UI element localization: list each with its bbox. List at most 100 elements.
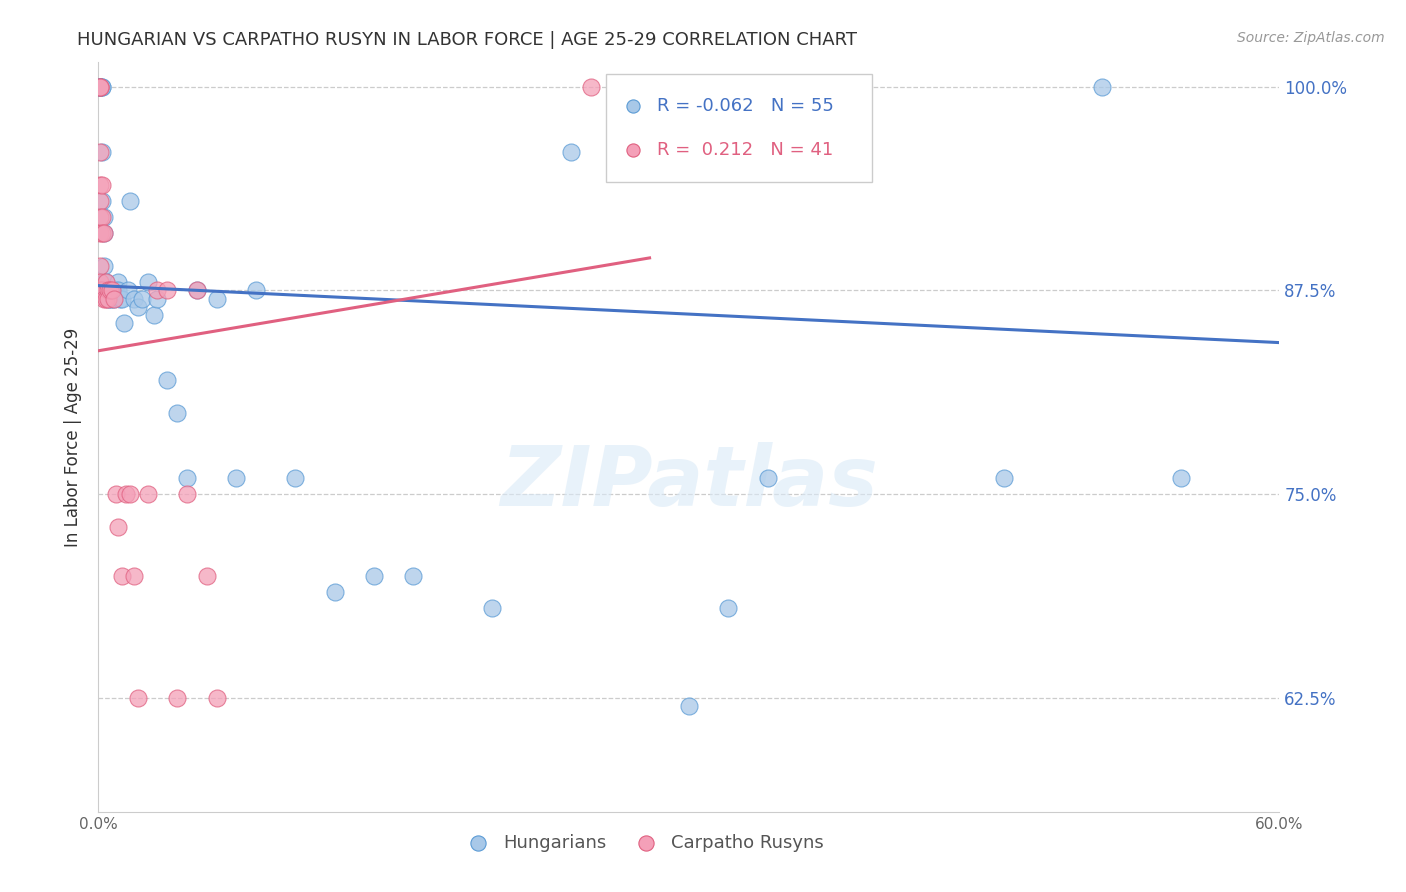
Carpatho Rusyns: [89, 284, 111, 298]
Hungarians: [91, 145, 114, 159]
Hungarians: [98, 284, 121, 298]
Carpatho Rusyns: [195, 568, 218, 582]
Legend: Hungarians, Carpatho Rusyns: Hungarians, Carpatho Rusyns: [453, 827, 831, 859]
Hungarians: [103, 292, 125, 306]
Hungarians: [93, 276, 115, 290]
Text: HUNGARIAN VS CARPATHO RUSYN IN LABOR FORCE | AGE 25-29 CORRELATION CHART: HUNGARIAN VS CARPATHO RUSYN IN LABOR FOR…: [77, 31, 858, 49]
Carpatho Rusyns: [89, 194, 111, 208]
Carpatho Rusyns: [205, 690, 228, 705]
Hungarians: [363, 568, 385, 582]
Carpatho Rusyns: [105, 487, 128, 501]
Carpatho Rusyns: [97, 292, 120, 306]
Hungarians: [205, 292, 228, 306]
Hungarians: [89, 79, 111, 94]
Hungarians: [107, 284, 129, 298]
Hungarians: [97, 292, 120, 306]
Text: ZIPatlas: ZIPatlas: [501, 442, 877, 523]
Carpatho Rusyns: [91, 178, 114, 192]
Y-axis label: In Labor Force | Age 25-29: In Labor Force | Age 25-29: [65, 327, 83, 547]
Hungarians: [89, 79, 111, 94]
Hungarians: [89, 79, 111, 94]
Hungarians: [96, 276, 118, 290]
Hungarians: [108, 292, 131, 306]
Hungarians: [481, 601, 503, 615]
Carpatho Rusyns: [186, 284, 208, 298]
Hungarians: [101, 284, 124, 298]
Hungarians: [560, 145, 582, 159]
Carpatho Rusyns: [166, 690, 188, 705]
Hungarians: [1091, 79, 1114, 94]
Hungarians: [91, 194, 114, 208]
Hungarians: [107, 276, 129, 290]
Hungarians: [91, 79, 114, 94]
Text: Source: ZipAtlas.com: Source: ZipAtlas.com: [1237, 31, 1385, 45]
Text: R = -0.062   N = 55: R = -0.062 N = 55: [657, 97, 834, 115]
Carpatho Rusyns: [156, 284, 179, 298]
Hungarians: [93, 227, 115, 241]
Carpatho Rusyns: [89, 227, 111, 241]
Carpatho Rusyns: [115, 487, 138, 501]
Hungarians: [118, 194, 141, 208]
Carpatho Rusyns: [91, 210, 114, 224]
Carpatho Rusyns: [96, 276, 118, 290]
Hungarians: [127, 300, 149, 314]
Hungarians: [717, 601, 740, 615]
Carpatho Rusyns: [89, 210, 111, 224]
Carpatho Rusyns: [96, 292, 118, 306]
Hungarians: [993, 471, 1015, 485]
Carpatho Rusyns: [98, 284, 121, 298]
Carpatho Rusyns: [118, 487, 141, 501]
Carpatho Rusyns: [107, 519, 129, 533]
Hungarians: [93, 259, 115, 273]
Hungarians: [93, 210, 115, 224]
Hungarians: [284, 471, 307, 485]
Carpatho Rusyns: [89, 79, 111, 94]
Hungarians: [142, 308, 165, 322]
Hungarians: [96, 284, 118, 298]
Carpatho Rusyns: [89, 79, 111, 94]
Carpatho Rusyns: [93, 292, 115, 306]
Hungarians: [146, 292, 169, 306]
Hungarians: [136, 276, 159, 290]
Hungarians: [156, 373, 179, 387]
Hungarians: [756, 471, 779, 485]
Carpatho Rusyns: [89, 178, 111, 192]
Text: R =  0.212   N = 41: R = 0.212 N = 41: [657, 141, 834, 159]
FancyBboxPatch shape: [606, 74, 872, 182]
Carpatho Rusyns: [91, 284, 114, 298]
Carpatho Rusyns: [89, 79, 111, 94]
Carpatho Rusyns: [103, 292, 125, 306]
Hungarians: [105, 284, 128, 298]
Carpatho Rusyns: [89, 276, 111, 290]
Carpatho Rusyns: [638, 79, 661, 94]
Hungarians: [402, 568, 425, 582]
Hungarians: [103, 284, 125, 298]
Hungarians: [678, 698, 700, 713]
Carpatho Rusyns: [111, 568, 134, 582]
Carpatho Rusyns: [122, 568, 145, 582]
Carpatho Rusyns: [136, 487, 159, 501]
Hungarians: [166, 406, 188, 420]
Hungarians: [112, 316, 135, 330]
Carpatho Rusyns: [579, 79, 602, 94]
Carpatho Rusyns: [101, 284, 124, 298]
Hungarians: [111, 292, 134, 306]
Hungarians: [117, 284, 139, 298]
Hungarians: [97, 284, 120, 298]
Carpatho Rusyns: [89, 145, 111, 159]
Hungarians: [101, 292, 124, 306]
Hungarians: [1170, 471, 1192, 485]
Hungarians: [323, 584, 346, 599]
Carpatho Rusyns: [93, 227, 115, 241]
Carpatho Rusyns: [176, 487, 198, 501]
Hungarians: [131, 292, 153, 306]
Carpatho Rusyns: [97, 284, 120, 298]
Point: [979, 270, 1001, 285]
Hungarians: [91, 79, 114, 94]
Hungarians: [98, 292, 121, 306]
Carpatho Rusyns: [127, 690, 149, 705]
Hungarians: [225, 471, 247, 485]
Carpatho Rusyns: [146, 284, 169, 298]
Carpatho Rusyns: [91, 227, 114, 241]
Point: [979, 174, 1001, 188]
